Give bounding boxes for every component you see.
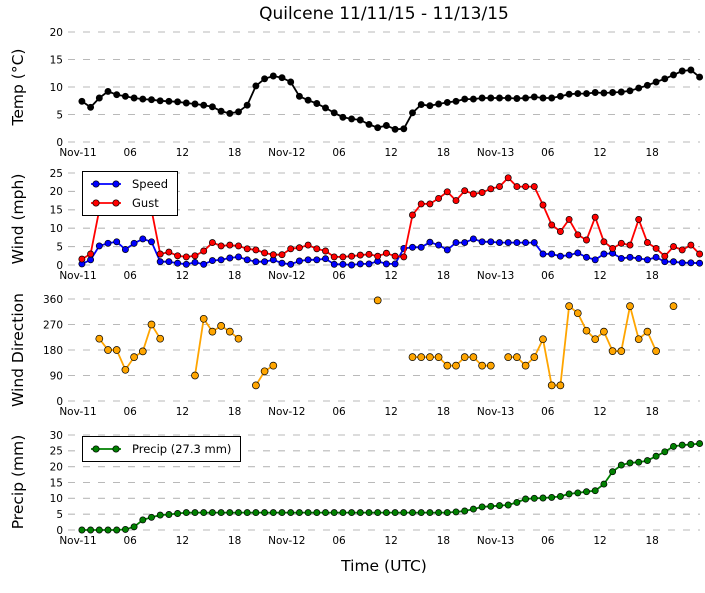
svg-text:12: 12 [593,406,606,418]
svg-text:0: 0 [56,525,63,537]
svg-text:06: 06 [541,147,555,159]
svg-text:Nov-12: Nov-12 [268,535,305,547]
legend-speed-label: Speed [132,177,169,191]
svg-text:12: 12 [385,147,398,159]
svg-text:90: 90 [50,370,63,382]
svg-text:12: 12 [593,270,606,282]
svg-text:12: 12 [176,147,189,159]
svg-text:18: 18 [437,147,450,159]
svg-text:0: 0 [56,396,63,408]
svg-text:0: 0 [56,137,63,149]
svg-text:18: 18 [437,535,450,547]
svg-text:Nov-13: Nov-13 [477,535,514,547]
svg-text:180: 180 [43,345,63,357]
svg-text:12: 12 [385,270,398,282]
svg-text:Nov-13: Nov-13 [477,147,514,159]
wind-legend: Speed Gust [82,171,179,216]
svg-text:12: 12 [176,406,189,418]
chart-title: Quilcene 11/11/15 - 11/13/15 [259,4,509,24]
svg-text:12: 12 [593,147,606,159]
legend-precip-swatch [91,445,121,453]
svg-text:20: 20 [50,186,63,198]
legend-item-precip: Precip (27.3 mm) [89,440,231,458]
svg-text:20: 20 [50,27,63,39]
svg-text:10: 10 [50,493,63,505]
svg-text:06: 06 [541,535,555,547]
svg-text:06: 06 [332,147,346,159]
svg-text:10: 10 [50,82,63,94]
svg-text:18: 18 [228,147,241,159]
svg-text:06: 06 [541,406,555,418]
svg-text:12: 12 [176,270,189,282]
legend-gust-swatch [91,199,121,207]
svg-text:18: 18 [228,406,241,418]
svg-text:Nov-11: Nov-11 [59,535,96,547]
svg-text:Nov-13: Nov-13 [477,406,514,418]
svg-text:Nov-11: Nov-11 [59,270,96,282]
svg-text:18: 18 [646,147,659,159]
svg-text:06: 06 [124,406,138,418]
svg-text:18: 18 [437,270,450,282]
legend-gust-label: Gust [132,196,159,210]
svg-text:12: 12 [385,535,398,547]
svg-text:270: 270 [43,319,63,331]
svg-text:Nov-13: Nov-13 [477,270,514,282]
svg-text:06: 06 [332,535,346,547]
legend-item-gust: Gust [89,194,168,212]
svg-text:12: 12 [176,535,189,547]
svg-text:30: 30 [50,430,63,442]
legend-item-speed: Speed [89,175,168,193]
svg-text:Nov-12: Nov-12 [268,270,305,282]
svg-text:15: 15 [50,205,63,217]
time-axis-label: Time (UTC) [341,557,427,575]
legend-precip-label: Precip (27.3 mm) [132,442,232,456]
svg-text:5: 5 [56,241,63,253]
precip-legend: Precip (27.3 mm) [82,436,242,462]
svg-text:18: 18 [228,535,241,547]
svg-text:Nov-12: Nov-12 [268,147,305,159]
svg-text:18: 18 [437,406,450,418]
svg-text:12: 12 [593,535,606,547]
svg-text:18: 18 [646,270,659,282]
svg-text:Nov-11: Nov-11 [59,147,96,159]
legend-speed-swatch [91,180,121,188]
svg-text:18: 18 [646,406,659,418]
svg-text:15: 15 [50,54,63,66]
svg-text:5: 5 [56,109,63,121]
svg-text:10: 10 [50,223,63,235]
svg-text:18: 18 [646,535,659,547]
svg-text:20: 20 [50,461,63,473]
svg-text:06: 06 [332,270,346,282]
svg-text:0: 0 [56,260,63,272]
svg-text:5: 5 [56,509,63,521]
svg-text:Nov-12: Nov-12 [268,406,305,418]
svg-text:25: 25 [50,446,63,458]
svg-text:06: 06 [124,147,138,159]
svg-text:06: 06 [124,270,138,282]
svg-text:15: 15 [50,477,63,489]
svg-text:360: 360 [43,294,63,306]
svg-text:06: 06 [332,406,346,418]
svg-text:06: 06 [124,535,138,547]
svg-text:25: 25 [50,168,63,180]
svg-text:Nov-11: Nov-11 [59,406,96,418]
svg-text:12: 12 [385,406,398,418]
svg-text:18: 18 [228,270,241,282]
svg-text:06: 06 [541,270,555,282]
